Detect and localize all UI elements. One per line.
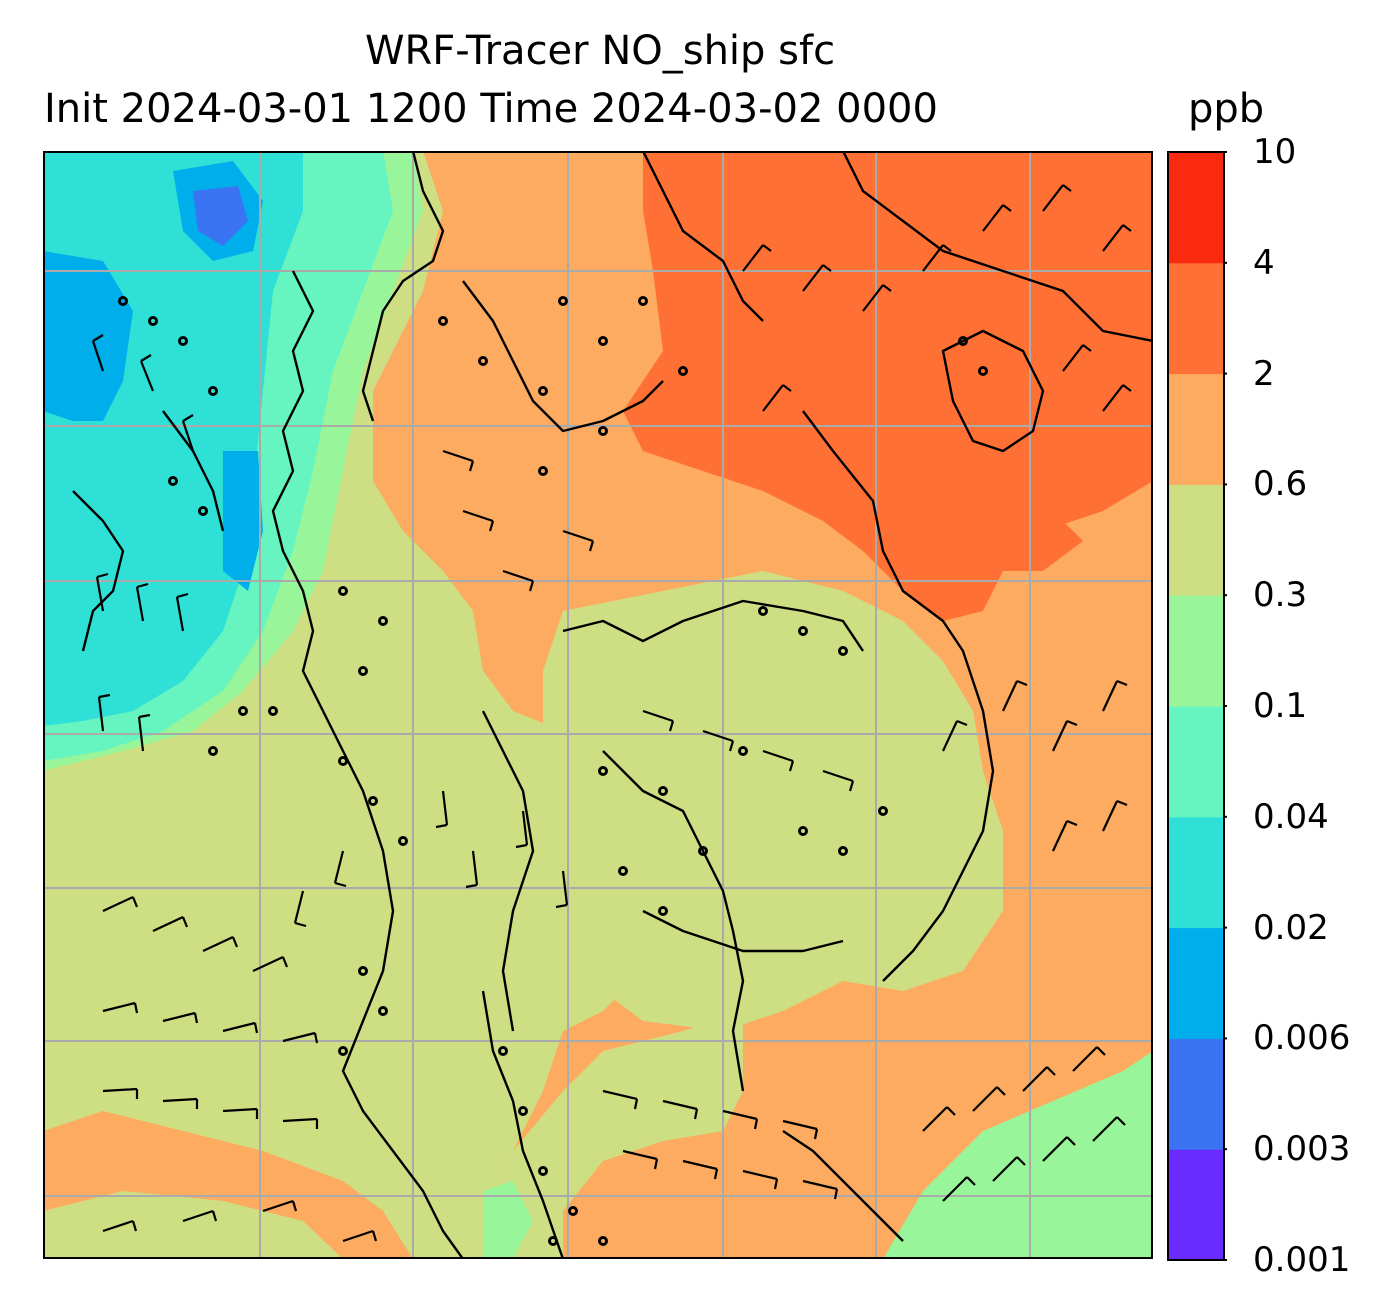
wind-barbs	[91, 184, 1132, 1243]
colorbar-segment	[1168, 706, 1224, 818]
colorbar-tick-label: 0.04	[1253, 796, 1329, 837]
colorbar-tick-label: 10	[1253, 132, 1297, 172]
field-dark-orange-east-spot	[983, 511, 1083, 571]
field-blue-spot-3	[223, 451, 263, 591]
field-yellow-green-center	[543, 571, 1003, 1031]
colorbar-tick-label: 0.006	[1253, 1018, 1351, 1059]
coastlines	[72, 151, 1153, 1259]
colorbar-segment	[1168, 1149, 1224, 1261]
field-light-green-se	[883, 1051, 1153, 1259]
colorbar-segment	[1168, 262, 1224, 375]
colorbar-tick-label: 0.3	[1253, 575, 1308, 616]
units-label: ppb	[1188, 86, 1265, 132]
colorbar-segment	[1168, 484, 1224, 596]
map-title: WRF-Tracer NO_ship sfc	[364, 28, 836, 74]
field-dark-orange-ne	[623, 151, 1153, 621]
colorbar-segment	[1168, 1038, 1224, 1150]
map-frame	[43, 151, 1153, 1259]
colorbar-segment	[1168, 373, 1224, 485]
field-darkblue-spot	[193, 186, 248, 246]
colorbar-tick-label: 0.6	[1253, 464, 1308, 505]
colorbar-segment	[1168, 816, 1224, 929]
colorbar-segment	[1168, 927, 1224, 1039]
colorbar-tick-label: 4	[1253, 242, 1275, 283]
map-panel	[43, 151, 1153, 1259]
colorbar-segment	[1168, 152, 1224, 264]
map-subtitle: Init 2024-03-01 1200 Time 2024-03-02 000…	[44, 86, 938, 132]
colorbar-tick-label: 0.001	[1253, 1240, 1351, 1280]
colorbar-segment	[1168, 595, 1224, 707]
field-light-green-south	[483, 1181, 533, 1259]
colorbar	[1167, 151, 1227, 1261]
field-blue-spot-1	[43, 251, 133, 421]
colorbar-tick-label: 0.02	[1253, 907, 1329, 948]
colorbar-tick-label: 0.003	[1253, 1129, 1351, 1170]
colorbar-tick-label: 2	[1253, 353, 1275, 394]
map-gridlines	[43, 151, 1153, 1259]
calm-wind-markers	[118, 296, 988, 1246]
field-yellow-southwest-strip	[43, 1191, 343, 1259]
colorbar-tick-label: 0.1	[1253, 686, 1308, 726]
